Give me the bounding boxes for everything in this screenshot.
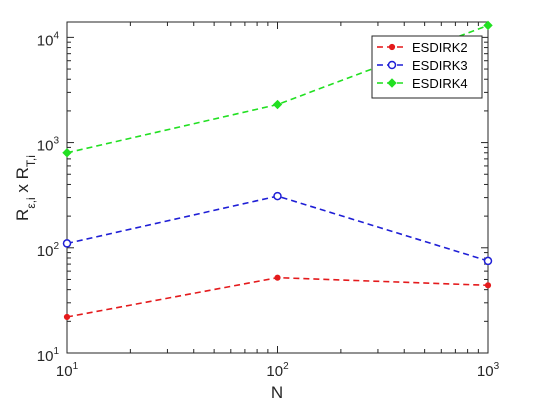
x-tick-label: 102 [266, 361, 289, 380]
y-tick-exp: 4 [53, 30, 59, 41]
y-axis-label-sub2: T,i [24, 155, 38, 167]
y-axis-label-main: R [13, 209, 32, 221]
y-tick-exp: 2 [53, 241, 59, 252]
y-tick-base: 10 [37, 243, 54, 260]
x-tick-base: 10 [477, 363, 494, 380]
y-tick-base: 10 [37, 138, 54, 155]
data-point-esdirk3 [483, 256, 493, 266]
x-axis-label: N [271, 383, 283, 402]
y-tick-label: 103 [37, 136, 60, 155]
legend-label-esdirk4: ESDIRK4 [412, 76, 468, 91]
data-point-esdirk3 [62, 239, 72, 248]
legend-label-esdirk3: ESDIRK3 [412, 58, 468, 73]
y-tick-label: 101 [37, 346, 60, 365]
data-point-esdirk4 [62, 148, 72, 158]
x-tick-label: 101 [56, 361, 79, 380]
x-tick-base: 10 [56, 363, 73, 380]
data-point-esdirk4 [272, 99, 283, 110]
y-tick-exp: 1 [53, 346, 59, 357]
x-tick-label: 103 [477, 361, 500, 380]
y-tick-base: 10 [37, 32, 54, 49]
y-axis-label-sub1: ε,i [24, 197, 38, 208]
data-point-esdirk4 [483, 20, 493, 31]
x-tick-exp: 2 [283, 361, 289, 372]
data-point-esdirk3 [273, 191, 282, 201]
y-tick-label: 104 [37, 30, 60, 49]
legend-label-esdirk2: ESDIRK2 [412, 40, 468, 55]
y-axis-label: Rε,i x RT,i [13, 155, 38, 221]
legend: ESDIRK2 ESDIRK3 ESDIRK4 [371, 35, 483, 99]
x-tick-base: 10 [266, 363, 283, 380]
data-point-esdirk2 [484, 282, 492, 289]
data-point-esdirk2 [63, 313, 71, 321]
legend-marker-esdirk2 [388, 43, 396, 51]
series-markers [62, 20, 493, 321]
x-tick-exp: 3 [494, 361, 500, 372]
y-axis-label-x: x [13, 179, 32, 197]
y-axis-label-main-2: R [13, 167, 32, 179]
legend-marker-esdirk4 [387, 78, 397, 88]
y-tick-label: 102 [37, 241, 60, 260]
y-tick-exp: 3 [53, 136, 59, 147]
y-tick-base: 10 [37, 348, 54, 365]
data-point-esdirk2 [274, 274, 281, 281]
legend-marker-esdirk3 [387, 60, 397, 70]
x-tick-exp: 1 [73, 361, 79, 372]
